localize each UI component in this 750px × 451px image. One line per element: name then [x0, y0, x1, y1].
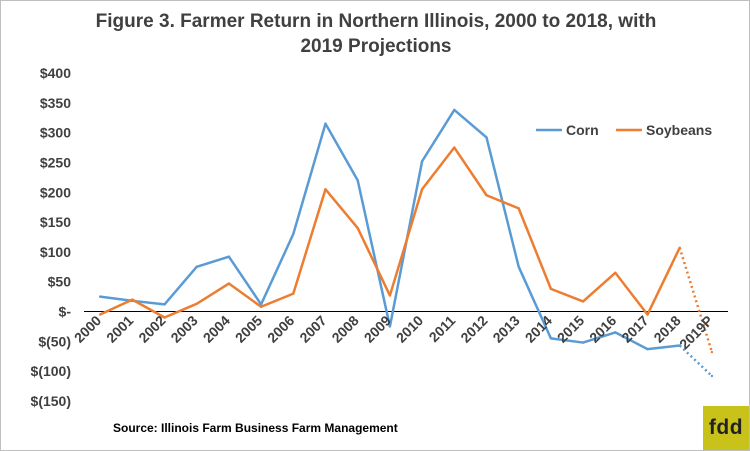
- soybeans-data-point: [195, 302, 198, 305]
- corn-data-point: [227, 255, 231, 258]
- x-tick-label: 2003: [167, 312, 200, 345]
- corn-data-point: [98, 295, 102, 298]
- chart-title-line-2: 2019 Projections: [300, 36, 452, 57]
- soybeans-data-point: [678, 246, 681, 249]
- corn-data-point: [549, 337, 553, 340]
- fdd-logo: fdd: [703, 406, 749, 450]
- soybeans-data-point: [292, 292, 295, 295]
- x-tick-label: 2016: [586, 312, 619, 345]
- y-tick-label: $(150): [31, 393, 71, 409]
- soybeans-data-point: [614, 271, 617, 274]
- soybeans-data-point: [163, 316, 166, 319]
- soybeans-data-point: [420, 188, 424, 191]
- corn-data-point: [485, 136, 488, 139]
- y-tick-label: $400: [40, 65, 71, 81]
- x-tick-label: 2017: [618, 312, 651, 345]
- soybeans-data-point: [324, 188, 327, 191]
- x-tick-label: 2005: [232, 312, 265, 345]
- x-tick-label: 2012: [457, 312, 490, 345]
- soybeans-data-point: [356, 226, 359, 230]
- x-tick-label: 2007: [296, 312, 329, 345]
- corn-data-point: [710, 374, 714, 378]
- corn-data-point: [195, 265, 198, 269]
- soybeans-series-line: [99, 146, 681, 319]
- source-note: Source: Illinois Farm Business Farm Mana…: [113, 421, 398, 435]
- y-tick-label: $(50): [38, 333, 71, 349]
- corn-data-point: [388, 325, 392, 328]
- y-axis-tick-labels: $400 $350 $300 $250 $200 $150 $100 $50 $- $(50) $(…: [31, 65, 72, 409]
- y-tick-label: $100: [40, 244, 71, 260]
- y-tick-label: $(100): [31, 363, 71, 379]
- corn-data-point: [324, 122, 327, 125]
- x-tick-label: 2013: [489, 312, 522, 345]
- x-tick-label: 2008: [328, 312, 361, 345]
- y-tick-label: $250: [40, 154, 71, 170]
- corn-data-point: [453, 108, 456, 112]
- legend: Corn Soybeans: [536, 122, 712, 138]
- x-tick-label: 2000: [71, 312, 104, 345]
- soybeans-projection-line: [678, 247, 714, 353]
- x-tick-label: 2010: [393, 312, 426, 345]
- chart-title-line-1: Figure 3. Farmer Return in Northern Illi…: [95, 11, 657, 32]
- soybeans-data-point: [227, 282, 231, 285]
- soybeans-data-point: [131, 298, 134, 301]
- corn-data-point: [420, 160, 424, 163]
- soybeans-legend-label: Soybeans: [646, 122, 712, 138]
- soybeans-data-point: [549, 287, 553, 291]
- x-tick-label: 2004: [200, 312, 233, 345]
- corn-data-point: [646, 347, 649, 351]
- y-tick-label: $350: [40, 95, 71, 111]
- soybeans-data-point: [646, 313, 649, 316]
- corn-data-point: [581, 341, 585, 344]
- chart-title: Figure 3. Farmer Return in Northern Illi…: [61, 9, 691, 59]
- soybeans-data-point: [453, 146, 456, 149]
- soybeans-data-point: [388, 294, 392, 297]
- x-tick-label: 2011: [426, 312, 459, 345]
- corn-data-point: [614, 331, 617, 334]
- y-tick-label: $50: [48, 274, 72, 290]
- soybeans-data-point: [581, 300, 585, 303]
- corn-legend-label: Corn: [566, 122, 599, 138]
- y-tick-label: $-: [59, 304, 72, 320]
- corn-data-point: [163, 303, 166, 306]
- x-tick-label: 2006: [264, 312, 297, 345]
- corn-data-point: [517, 265, 520, 269]
- y-tick-label: $300: [40, 125, 71, 141]
- soybeans-data-point: [259, 305, 263, 308]
- soybeans-data-point: [98, 313, 102, 316]
- corn-data-point: [356, 179, 359, 182]
- x-axis-tick-labels: 2000200120022003200420052006200720082009…: [71, 312, 716, 352]
- x-tick-label: 2001: [103, 312, 136, 345]
- corn-projection-line: [678, 344, 713, 377]
- corn-data-point: [678, 344, 681, 347]
- y-tick-label: $150: [40, 214, 71, 230]
- corn-data-point: [292, 232, 295, 236]
- corn-series-line: [99, 108, 680, 351]
- soybeans-data-point: [485, 194, 488, 197]
- y-tick-label: $200: [40, 184, 71, 200]
- soybeans-data-point: [710, 350, 714, 354]
- soybeans-data-point: [517, 207, 520, 210]
- series-layer: [98, 108, 714, 378]
- x-tick-label: 2014: [522, 312, 555, 345]
- x-tick-label: 2019P: [676, 312, 716, 352]
